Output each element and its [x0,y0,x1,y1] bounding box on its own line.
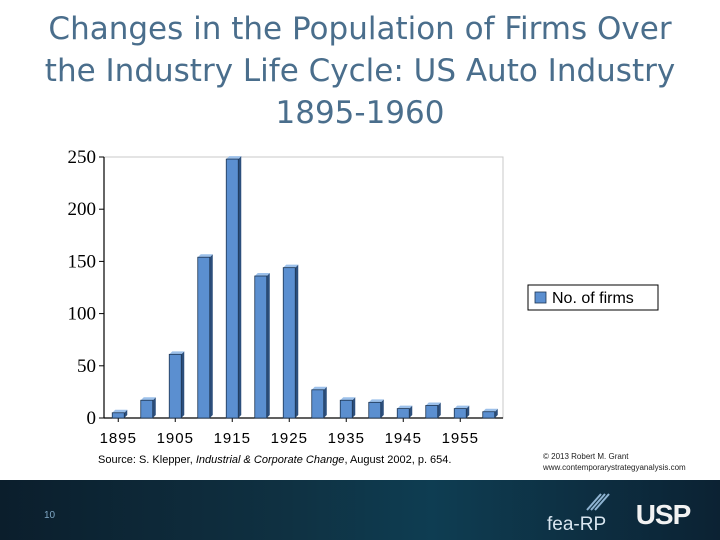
bar [396,405,413,419]
usp-logo-text: USP [636,499,691,528]
bar [482,408,498,419]
bar-face [482,411,496,419]
bar-top [368,399,384,403]
source-suffix: , August 2002, p. 654. [344,454,452,466]
bar-face [282,267,296,419]
x-tick-label: 1955 [442,430,479,447]
bar-face [339,399,353,419]
y-tick-label: 150 [68,251,97,272]
bar-side [494,408,498,418]
bar-face [225,158,239,419]
copyright: © 2013 Robert M. Grant www.contemporarys… [543,451,686,473]
y-tick-label: 50 [77,356,96,377]
y-tick-label: 200 [68,199,97,220]
x-tick-label: 1915 [214,430,251,447]
legend-box [527,284,659,311]
bar [140,397,156,419]
bar-face [368,401,382,419]
bar-side [238,156,242,418]
plot-area [103,156,504,419]
x-tick-label: 1945 [385,430,422,447]
bar-top [425,402,441,406]
bar-side [437,402,441,418]
bar [453,405,470,419]
bar [168,351,185,419]
bar-side [409,405,413,418]
y-tick-label: 0 [87,408,97,429]
bar [225,156,242,419]
bar [311,386,327,419]
bar-face [140,399,154,419]
bar-top [397,405,413,409]
footer-bar: 10 fea-RP USP [0,480,720,540]
bar-side [152,397,156,418]
bar-top [454,405,470,409]
x-tick-label: 1905 [157,430,194,447]
bar-side [181,351,185,418]
bar-face [254,275,268,419]
slide-title: Changes in the Population of Firms Over … [44,11,676,131]
legend-swatch [534,291,547,304]
bar-side [209,254,213,418]
bar-face [111,412,125,419]
bar [111,409,128,419]
bar-face [168,353,182,419]
bar-side [266,273,270,418]
bar-top [340,397,356,401]
bar-chart: 0 50 100 150 200 250 1895 1905 1915 1925 1935 1945… [68,147,659,447]
legend-label: No. of firms [552,290,634,307]
fea-rp-logo: fea-RP [547,493,610,534]
bar [282,264,299,419]
bar-side [295,264,299,418]
x-tick-label: 1895 [100,430,137,447]
bar-face [425,405,439,419]
bars [111,156,498,419]
bar-top [140,397,156,401]
bar-face [453,408,467,419]
bar-top [311,386,327,390]
usp-logo: USP [636,499,692,528]
source-journal: Industrial & Corporate Change [195,454,345,466]
fea-logo-text: fea-RP [547,514,606,534]
bar-top [169,351,185,355]
bar-top [197,254,213,258]
bar [197,254,213,419]
source-citation: Source: S. Klepper, Industrial & Corpora… [98,454,451,466]
bar-side [466,405,470,418]
bar-side [380,399,384,418]
x-tick-label: 1925 [271,430,308,447]
x-tick-label: 1935 [328,430,365,447]
bar [368,399,384,419]
x-axis: 1895 1905 1915 1925 1935 1945 1955 [100,417,503,447]
copyright-url: www.contemporarystrategyanalysis.com [543,463,686,472]
bar-face [396,408,410,419]
y-tick-label: 100 [68,304,97,325]
copyright-line: © 2013 Robert M. Grant [543,452,629,461]
source-prefix: Source: S. Klepper, [98,454,196,466]
bar-face [197,256,211,419]
bar [425,402,441,419]
bar-top [112,409,128,413]
bar-side [323,386,327,418]
bar-top [283,264,299,268]
bar-side [352,397,356,418]
legend: No. of firms [527,284,659,311]
bar-face [311,389,325,419]
bar-side [124,409,128,418]
bar-top [254,273,270,277]
bar [339,397,356,419]
bar-top [482,408,498,412]
bar-top [226,156,242,160]
bar [254,273,270,419]
page-number: 10 [44,510,56,521]
y-tick-label: 250 [68,147,97,168]
